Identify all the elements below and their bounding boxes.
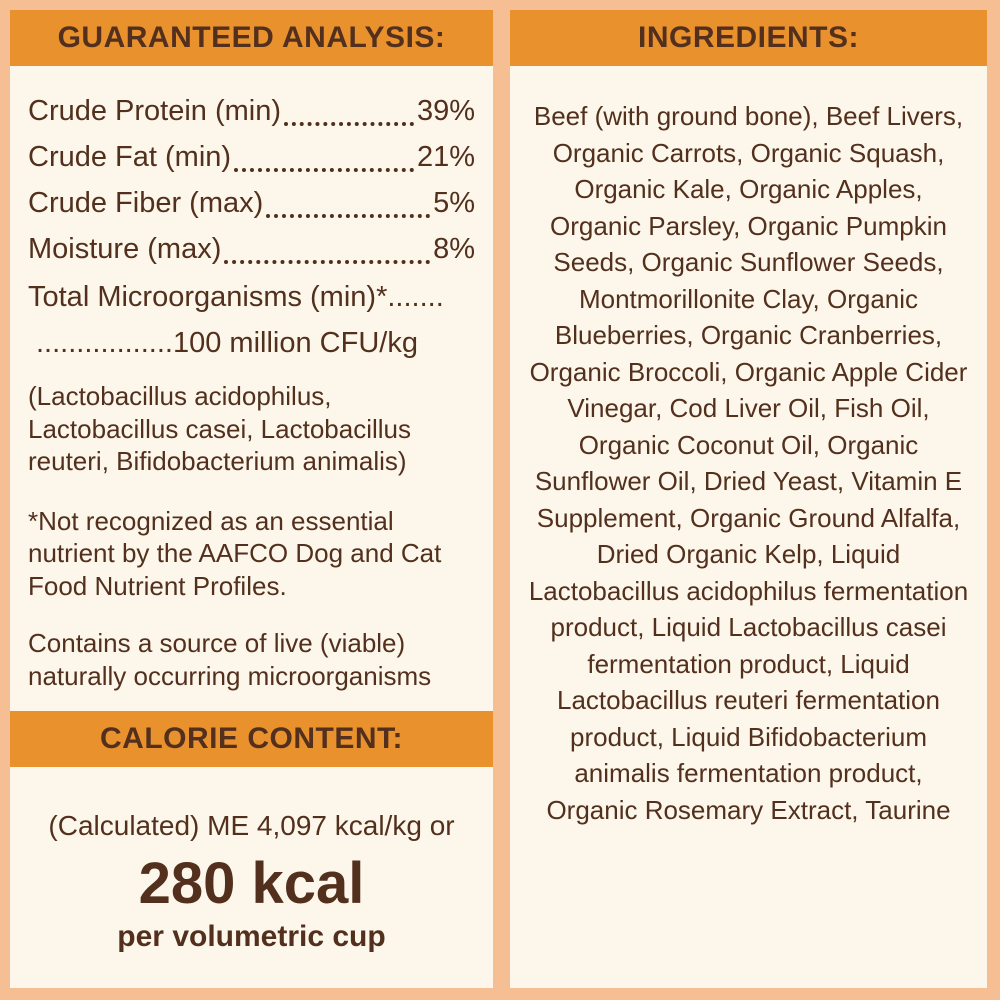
dot-leader xyxy=(266,214,431,218)
dot-leader xyxy=(234,168,414,172)
microorganisms-value-line: .................100 million CFU/kg xyxy=(36,327,418,359)
ingredients-panel: INGREDIENTS: Beef (with ground bone), Be… xyxy=(510,10,987,988)
dot-leader xyxy=(224,260,431,264)
analysis-row: Crude Protein (min) 39% xyxy=(28,88,475,134)
analysis-label: Crude Fat (min) xyxy=(28,141,232,173)
analysis-value: 39% xyxy=(416,95,475,127)
ingredients-text: Beef (with ground bone), Beef Livers, Or… xyxy=(528,101,969,825)
analysis-value: 5% xyxy=(433,187,475,219)
calorie-calculated-line: (Calculated) ME 4,097 kcal/kg or xyxy=(48,810,455,841)
analysis-row: Crude Fat (min) 21% xyxy=(28,134,475,180)
analysis-row: Moisture (max) 8% xyxy=(28,226,475,272)
guaranteed-analysis-header: GUARANTEED ANALYSIS: xyxy=(10,10,493,66)
analysis-label: Crude Protein (min) xyxy=(28,95,282,127)
analysis-row: Crude Fiber (max) 5% xyxy=(28,180,475,226)
calorie-per-cup-line: per volumetric cup xyxy=(117,920,386,953)
ingredients-header: INGREDIENTS: xyxy=(510,10,987,66)
guaranteed-analysis-body: Crude Protein (min) 39% Crude Fat (min) 21%… xyxy=(10,66,493,692)
guaranteed-analysis-title: GUARANTEED ANALYSIS: xyxy=(57,21,446,54)
calorie-content-title: CALORIE CONTENT: xyxy=(100,722,403,755)
analysis-value: 8% xyxy=(433,233,475,265)
aafco-note: *Not recognized as an essential nutrient… xyxy=(28,505,442,601)
analysis-label: Crude Fiber (max) xyxy=(28,187,264,219)
analysis-table: Crude Protein (min) 39% Crude Fat (min) 21%… xyxy=(28,88,475,272)
dot-leader xyxy=(284,122,414,126)
live-microorganisms-note: Contains a source of live (viable) natur… xyxy=(28,628,432,691)
calorie-content-body: (Calculated) ME 4,097 kcal/kg or 280 kca… xyxy=(10,767,493,955)
calorie-content-header: CALORIE CONTENT: xyxy=(10,711,493,767)
analysis-value: 21% xyxy=(416,141,475,173)
analysis-label: Moisture (max) xyxy=(28,233,222,265)
calorie-kcal-value: 280 kcal xyxy=(138,851,365,916)
guaranteed-analysis-panel: GUARANTEED ANALYSIS: Crude Protein (min)… xyxy=(10,10,493,988)
ingredients-title: INGREDIENTS: xyxy=(637,21,859,54)
species-note: (Lactobacillus acidophilus, Lactobacillu… xyxy=(28,381,411,476)
microorganisms-label-line: Total Microorganisms (min)*....... xyxy=(28,281,444,313)
